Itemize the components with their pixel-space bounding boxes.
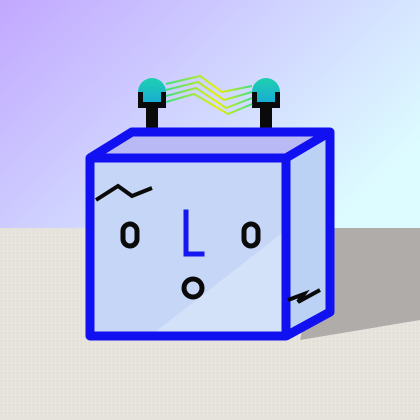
eye-icon — [241, 221, 261, 249]
eye-icon — [120, 221, 140, 249]
cube-front-outline — [85, 153, 291, 341]
crack-icon — [287, 288, 321, 304]
nose-icon — [183, 209, 205, 257]
cube-top-outline — [87, 127, 335, 162]
eyebrow-icon — [94, 183, 153, 202]
cube-top — [90, 132, 330, 158]
electric-spark-icon — [165, 74, 253, 116]
cube-front-highlight — [150, 230, 286, 336]
mouth-icon — [181, 276, 205, 300]
cube — [85, 127, 335, 341]
face — [94, 183, 321, 304]
cube-side — [286, 132, 330, 336]
antenna-icon — [252, 78, 280, 106]
cube-side-outline — [283, 132, 335, 340]
antenna-icon — [138, 78, 166, 106]
